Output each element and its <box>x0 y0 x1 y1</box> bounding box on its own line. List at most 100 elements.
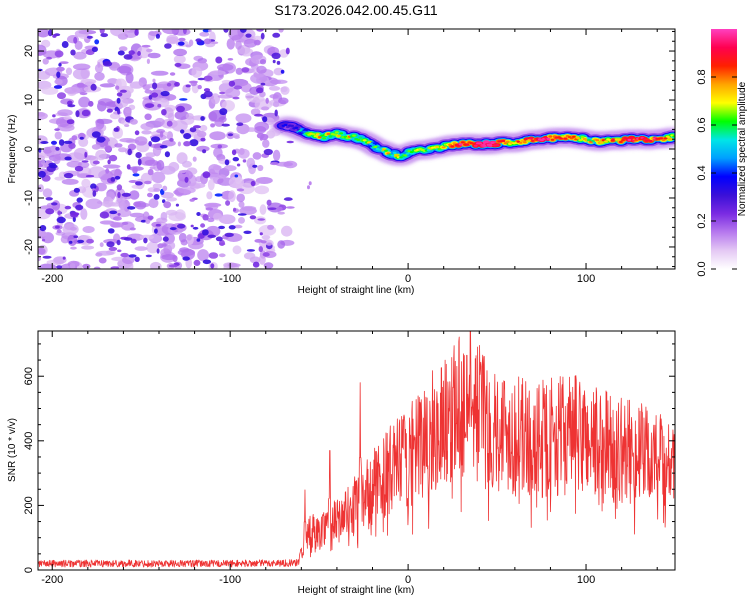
noise-cell <box>233 135 240 139</box>
noise-cell <box>224 159 230 166</box>
noise-cell <box>74 165 84 172</box>
noise-cell <box>156 160 165 171</box>
ridge-mark <box>313 135 318 138</box>
noise-cell <box>259 232 263 236</box>
noise-cell <box>169 227 177 231</box>
noise-cell <box>99 242 104 248</box>
noise-cell <box>74 40 83 51</box>
noise-cell <box>127 148 132 156</box>
ridge-mark <box>458 143 463 146</box>
noise-cell <box>274 109 278 117</box>
noise-cell <box>182 256 190 261</box>
noise-cell <box>174 110 190 121</box>
y-tick-label: 600 <box>23 367 35 385</box>
ridge-mark <box>328 135 333 138</box>
noise-cell <box>214 193 223 197</box>
ridge-mark <box>572 135 576 138</box>
noise-cell <box>263 148 273 156</box>
noise-cell <box>151 92 159 98</box>
noise-cell <box>164 151 170 158</box>
noise-cell <box>146 48 153 53</box>
noise-cell <box>57 92 66 100</box>
noise-cell <box>236 123 250 135</box>
noise-cell <box>272 59 276 64</box>
noise-cell <box>225 200 231 206</box>
noise-cell <box>144 103 155 108</box>
figure-title: S173.2026.042.00.45.G11 <box>274 2 437 18</box>
noise-cell <box>129 227 136 231</box>
noise-cell <box>63 172 74 179</box>
noise-cell <box>252 261 260 268</box>
noise-cell <box>173 48 188 57</box>
noise-cell <box>218 214 236 224</box>
noise-cell <box>238 182 255 195</box>
noise-cell <box>202 171 211 179</box>
noise-cell <box>199 124 208 132</box>
noise-cell <box>78 96 91 108</box>
noise-cell <box>80 78 97 85</box>
noise-cell <box>240 29 247 33</box>
noise-cell <box>174 81 180 87</box>
noise-cell <box>117 191 121 199</box>
noise-cell <box>129 190 140 200</box>
noise-cell <box>245 95 255 99</box>
ridge-mark <box>335 131 339 134</box>
ridge-mark <box>478 142 482 145</box>
noise-cell <box>232 96 240 100</box>
colorbar-tick-label: 0.4 <box>696 165 708 180</box>
ridge-mark <box>317 136 322 139</box>
ridge-mark <box>371 144 376 147</box>
noise-cell <box>197 130 207 138</box>
noise-cell <box>162 185 168 191</box>
noise-cell <box>272 149 281 162</box>
noise-cell <box>155 223 161 227</box>
noise-cell <box>159 145 168 149</box>
noise-cell <box>45 197 53 201</box>
noise-cell <box>69 226 77 231</box>
ridge-mark <box>384 149 388 152</box>
ridge-mark <box>587 139 591 142</box>
noise-cell <box>202 214 209 221</box>
noise-cell <box>57 109 73 117</box>
ridge-mark <box>569 137 574 140</box>
noise-cell <box>53 153 61 165</box>
noise-cell <box>308 181 312 186</box>
y-tick-label: 10 <box>23 94 35 106</box>
ridge-mark <box>559 137 563 140</box>
noise-cell <box>212 212 223 221</box>
noise-cell <box>193 259 201 266</box>
noise-cell <box>188 39 194 47</box>
noise-cell <box>76 82 85 88</box>
ridge-mark <box>576 137 581 140</box>
noise-cell <box>73 235 79 238</box>
noise-cell <box>200 223 206 228</box>
ridge-mark <box>550 138 555 141</box>
noise-cell <box>96 136 106 143</box>
noise-cell <box>163 243 167 247</box>
ridge-mark <box>337 134 341 137</box>
noise-cell <box>219 239 225 246</box>
noise-cell <box>66 119 75 125</box>
noise-cell <box>70 246 77 250</box>
noise-cell <box>168 264 178 268</box>
colorbar-tick-label: 0.8 <box>696 69 708 84</box>
noise-cell <box>147 52 161 59</box>
noise-cell <box>253 39 261 46</box>
ridge-mark <box>484 141 489 144</box>
noise-cell <box>40 141 49 144</box>
noise-cell <box>38 247 46 255</box>
noise-cell <box>183 29 187 35</box>
ridge-mark <box>648 139 653 143</box>
noise-cell <box>203 90 213 98</box>
noise-cell <box>241 67 250 73</box>
noise-cell <box>51 202 58 206</box>
noise-cell <box>263 262 274 269</box>
noise-cell <box>189 139 199 147</box>
noise-cell <box>255 177 273 184</box>
noise-cell <box>72 63 91 71</box>
noise-cell <box>261 235 271 240</box>
noise-cell <box>283 197 293 201</box>
noise-cell <box>166 34 179 44</box>
noise-cell <box>81 109 91 117</box>
ridge-mark <box>452 142 457 145</box>
